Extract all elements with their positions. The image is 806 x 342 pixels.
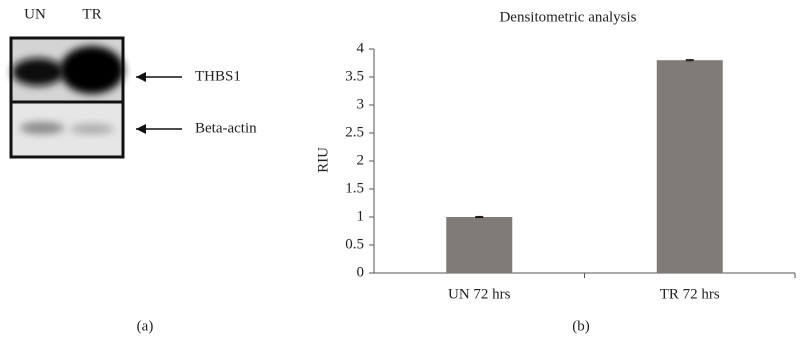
band — [12, 58, 64, 86]
bar — [446, 217, 512, 273]
lane-label: UN — [24, 6, 46, 22]
panel-label: (b) — [572, 318, 590, 334]
band — [60, 46, 124, 94]
blot-panel: UN TR THBS1 Beta-actin (a) — [11, 6, 257, 334]
y-tick-label: 1.5 — [345, 180, 364, 196]
y-tick-label: 2.5 — [345, 124, 364, 140]
band — [20, 122, 64, 134]
band-label: Beta-actin — [195, 120, 257, 136]
chart-title: Densitometric analysis — [499, 9, 636, 25]
band — [70, 124, 114, 134]
y-tick-label: 0.5 — [345, 236, 364, 252]
x-tick-label: UN 72 hrs — [448, 286, 511, 302]
figure: UN TR THBS1 Beta-actin (a) Densitometric… — [0, 0, 806, 342]
arrow-head — [136, 124, 146, 134]
y-tick-label: 2 — [357, 152, 365, 168]
y-tick-label: 3 — [357, 96, 365, 112]
arrow-head — [136, 72, 146, 82]
y-tick-label: 4 — [357, 40, 365, 56]
y-tick-label: 1 — [357, 208, 365, 224]
lane-label: TR — [82, 6, 101, 22]
bar — [657, 60, 723, 273]
y-tick-label: 3.5 — [345, 68, 364, 84]
panel-label: (a) — [137, 318, 154, 334]
x-tick-label: TR 72 hrs — [660, 286, 720, 302]
y-tick-label: 0 — [357, 264, 365, 280]
band-label: THBS1 — [195, 68, 241, 84]
y-axis-label: RIU — [315, 147, 331, 173]
